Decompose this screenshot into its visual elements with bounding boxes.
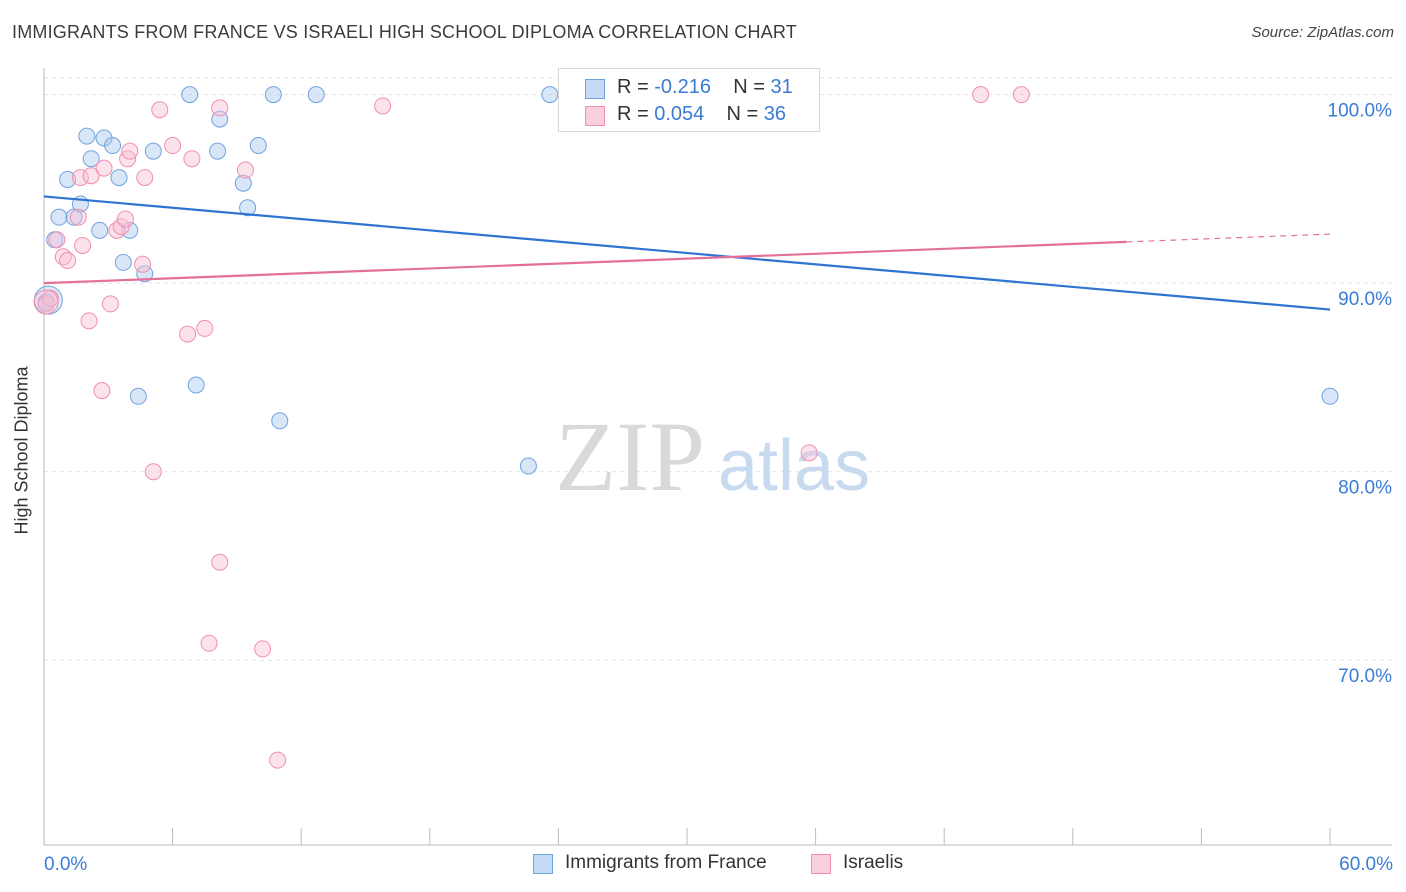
israelis-point	[200, 634, 218, 652]
france-point	[209, 142, 227, 160]
france-point	[82, 150, 100, 168]
watermark-zip: ZIP	[555, 401, 705, 512]
france-point	[264, 86, 282, 104]
israelis-swatch	[585, 106, 605, 126]
israelis-trend-extension	[1126, 233, 1331, 243]
france-point	[271, 412, 289, 430]
israelis-trend-line	[43, 240, 1127, 285]
france-point	[187, 376, 205, 394]
france-legend-label: Immigrants from France	[565, 852, 767, 873]
israelis-point	[71, 169, 89, 187]
israelis-point	[82, 167, 100, 185]
israelis-n-label: N =	[726, 103, 759, 125]
france-swatch	[585, 79, 605, 99]
stats-legend: R = -0.216 N = 31 R = 0.054 N = 36	[558, 68, 820, 132]
france-point	[307, 86, 325, 104]
israelis-point	[800, 444, 818, 462]
france-point	[181, 86, 199, 104]
y-axis-label-wrap: High School Diploma	[12, 330, 42, 570]
israelis-point	[121, 142, 139, 160]
france-point	[121, 221, 139, 239]
israelis-point	[48, 231, 66, 249]
france-point	[59, 170, 77, 188]
france-point	[144, 142, 162, 160]
france-point	[104, 137, 122, 155]
israelis-point-cluster	[33, 289, 59, 315]
france-point	[129, 387, 147, 405]
france-point	[110, 169, 128, 187]
israelis-point	[211, 553, 229, 571]
france-trend-line	[43, 195, 1331, 311]
israelis-point	[196, 319, 214, 337]
france-n-value: 31	[770, 76, 793, 98]
israelis-point	[269, 751, 287, 769]
y-tick-label: 100.0%	[1328, 101, 1393, 122]
israelis-point	[136, 169, 154, 187]
israelis-point	[374, 97, 392, 115]
y-tick-label: 70.0%	[1338, 666, 1392, 687]
israelis-point	[101, 295, 119, 313]
israelis-point	[134, 255, 152, 273]
israelis-n-value: 36	[763, 103, 787, 125]
france-point	[78, 127, 96, 145]
israelis-point	[144, 463, 162, 481]
trend-lines	[43, 195, 1331, 311]
israelis-point	[95, 159, 113, 177]
source-label: Source: ZipAtlas.com	[1251, 24, 1394, 41]
israelis-point	[93, 382, 111, 400]
y-axis-label: High School Diploma	[11, 366, 32, 535]
france-point	[1321, 387, 1339, 405]
israelis-point	[972, 86, 990, 104]
israelis-point	[74, 236, 92, 254]
france-point	[249, 137, 267, 155]
israelis-point	[69, 208, 87, 226]
france-legend-swatch	[533, 854, 553, 874]
watermark-atlas: atlas	[718, 426, 870, 506]
israelis-point	[151, 101, 169, 119]
israelis-legend-label: Israelis	[843, 852, 904, 873]
france-r-label: R =	[617, 76, 649, 98]
series-israelis-points	[33, 86, 1030, 769]
israelis-point	[211, 99, 229, 117]
israelis-point	[80, 312, 98, 330]
france-point	[541, 86, 559, 104]
france-r-value: -0.216	[654, 76, 711, 98]
chart-title: IMMIGRANTS FROM FRANCE VS ISRAELI HIGH S…	[12, 22, 797, 42]
israelis-point	[59, 252, 77, 270]
france-point	[234, 174, 252, 192]
tick-labels: 100.0% 90.0% 80.0% 70.0% 0.0% 60.0%	[44, 101, 1393, 875]
france-n-label: N =	[733, 76, 765, 98]
france-point	[239, 199, 257, 217]
israelis-r-value: 0.054	[654, 103, 705, 125]
france-point	[91, 221, 109, 239]
israelis-r-label: R =	[617, 103, 649, 125]
france-point	[519, 457, 537, 475]
israelis-point	[164, 137, 182, 155]
israelis-point	[183, 150, 201, 168]
france-point	[50, 208, 68, 226]
israelis-point	[1012, 86, 1030, 104]
y-tick-label: 80.0%	[1338, 478, 1392, 499]
france-point	[114, 253, 132, 271]
y-tick-label: 90.0%	[1338, 289, 1392, 310]
israelis-point	[116, 210, 134, 228]
israelis-point	[254, 640, 272, 658]
x-tick-label-min: 0.0%	[44, 854, 87, 875]
israelis-point	[236, 161, 254, 179]
x-tick-label-max: 60.0%	[1339, 854, 1393, 875]
series-france-points	[33, 86, 1339, 475]
israelis-legend-swatch	[811, 854, 831, 874]
israelis-point	[41, 289, 59, 307]
israelis-point	[179, 325, 197, 343]
